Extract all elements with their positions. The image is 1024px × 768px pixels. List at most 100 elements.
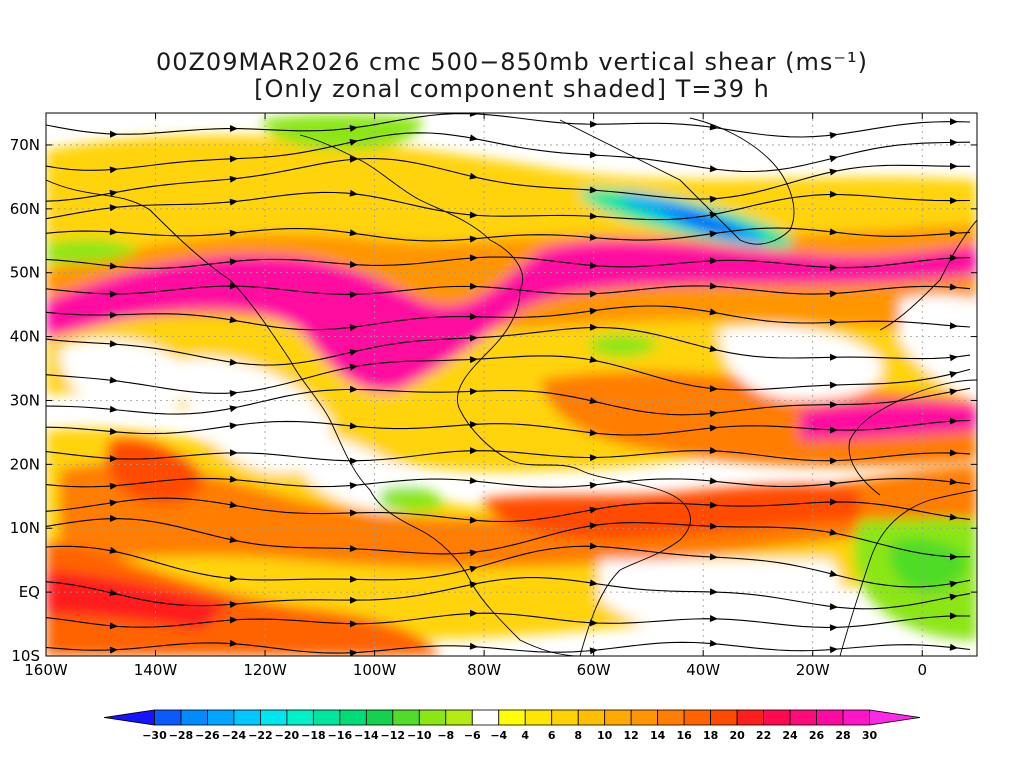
streamline-arrow [829, 624, 838, 632]
colorbar-bin [233, 709, 261, 726]
map-frame [45, 112, 978, 657]
streamline [46, 477, 971, 488]
streamline-arrow [829, 570, 838, 577]
streamline [46, 227, 971, 242]
streamline-arrow [829, 426, 838, 434]
streamline [46, 113, 971, 138]
streamline-arrow [829, 480, 838, 488]
streamline-arrow [469, 235, 478, 243]
streamline-arrow [469, 387, 478, 395]
colorbar-bin [683, 709, 712, 726]
lon-tick-label: 40W [686, 661, 720, 679]
streamline-arrow [229, 358, 238, 366]
streamline [46, 419, 971, 436]
streamline-arrow [349, 509, 358, 517]
streamline-arrow [949, 513, 958, 521]
streamline-arrow [109, 646, 118, 654]
lat-tick-label: 50N [10, 264, 40, 282]
streamline-arrow [469, 420, 478, 428]
streamline [46, 326, 971, 366]
streamline-arrow [949, 118, 958, 126]
streamline-arrow [709, 308, 718, 316]
lat-tick-label: 10S [11, 647, 40, 665]
colorbar: −30 −28 −26 −24 −22 −20 −18 −16 −14 −12 −10 −8 −6 −4 4… [103, 709, 921, 742]
streamline-arrow [709, 230, 718, 238]
colorbar-bin [524, 709, 553, 726]
streamline-arrow [469, 134, 478, 142]
streamline [46, 577, 971, 610]
latitude-axis: 10S EQ 10N 20N 30N 40N 50N 60N 70N [10, 136, 977, 665]
streamline-arrow [229, 601, 238, 608]
streamline-arrow [469, 516, 478, 524]
lat-tick-label: 40N [10, 328, 40, 346]
streamline-arrow [949, 417, 958, 425]
streamline-arrow [709, 282, 718, 290]
streamline-arrow [709, 165, 718, 173]
streamline-arrow [349, 324, 358, 332]
colorbar-bin [365, 709, 394, 726]
lat-tick-label: 10N [10, 519, 40, 537]
streamline-arrow [949, 254, 958, 262]
streamline-arrow [829, 498, 838, 506]
map-grid [46, 113, 977, 656]
streamline-arrow [109, 428, 118, 436]
streamline-arrow [949, 138, 958, 146]
streamline-arrow [229, 616, 238, 624]
streamline-arrow [469, 642, 478, 650]
streamline [46, 612, 971, 628]
streamline-arrow [829, 168, 838, 176]
streamline-arrow [469, 549, 478, 557]
colorbar-bin [498, 709, 526, 726]
streamline [46, 497, 971, 523]
streamline [46, 450, 971, 462]
streamline-arrow [109, 290, 118, 298]
streamline-arrow [229, 449, 238, 457]
streamline-arrow [229, 405, 238, 413]
streamline-arrow [709, 501, 718, 509]
streamline-arrow [829, 228, 838, 236]
colorbar-bin [471, 709, 500, 726]
lat-tick-label: EQ [19, 583, 40, 601]
streamline [46, 285, 971, 295]
streamline-arrow [589, 356, 598, 363]
streamline-arrow [469, 581, 478, 589]
streamline-arrow [109, 455, 118, 463]
streamline-arrow [229, 282, 238, 290]
streamline-arrow [469, 609, 478, 617]
streamline-arrow [709, 424, 718, 432]
streamline-arrow [829, 131, 838, 139]
colorbar-bin [869, 709, 921, 726]
colorbar-bin [180, 709, 208, 726]
colorbar-bin [789, 709, 817, 726]
lon-tick-label: 140W [134, 661, 178, 679]
colorbar-bin [103, 709, 155, 726]
streamline-arrow [589, 212, 598, 220]
title-line-2: [Only zonal component shaded] T=39 h [254, 75, 770, 103]
colorbar-label: −28 [169, 729, 194, 742]
streamline-arrow [829, 457, 838, 465]
streamline-arrow [229, 389, 238, 397]
colorbar-bin [736, 709, 764, 726]
colorbar-label: 4 [521, 729, 529, 742]
streamline-arrow [469, 477, 478, 485]
lon-tick-label: 60W [577, 661, 611, 679]
streamline-arrow [469, 313, 478, 321]
colorbar-label: 14 [650, 729, 666, 742]
lat-tick-label: 20N [10, 455, 40, 473]
colorbar-label: −30 [142, 729, 167, 742]
streamline-arrow [109, 228, 118, 236]
streamline-arrow [589, 262, 598, 269]
colorbar-label: 26 [809, 729, 825, 742]
streamline-arrow [349, 261, 358, 269]
streamline-arrow [109, 589, 118, 597]
streamline-arrow [109, 376, 118, 384]
title-line-1: 00Z09MAR2026 cmc 500−850mb vertical shea… [156, 48, 868, 76]
streamline-arrow [589, 619, 598, 627]
colorbar-label: −8 [437, 729, 454, 742]
colorbar-bin [577, 709, 606, 726]
colorbar-bin [445, 709, 473, 726]
streamline-arrow [829, 290, 838, 298]
lat-tick-label: 70N [10, 136, 40, 154]
streamline-arrow [949, 643, 958, 651]
